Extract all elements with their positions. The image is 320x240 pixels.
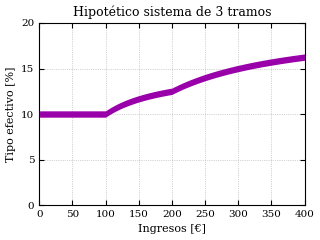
X-axis label: Ingresos [€]: Ingresos [€] — [138, 224, 206, 234]
Y-axis label: Tipo efectivo [%]: Tipo efectivo [%] — [5, 66, 16, 162]
Title: Hipotético sistema de 3 tramos: Hipotético sistema de 3 tramos — [73, 6, 271, 19]
